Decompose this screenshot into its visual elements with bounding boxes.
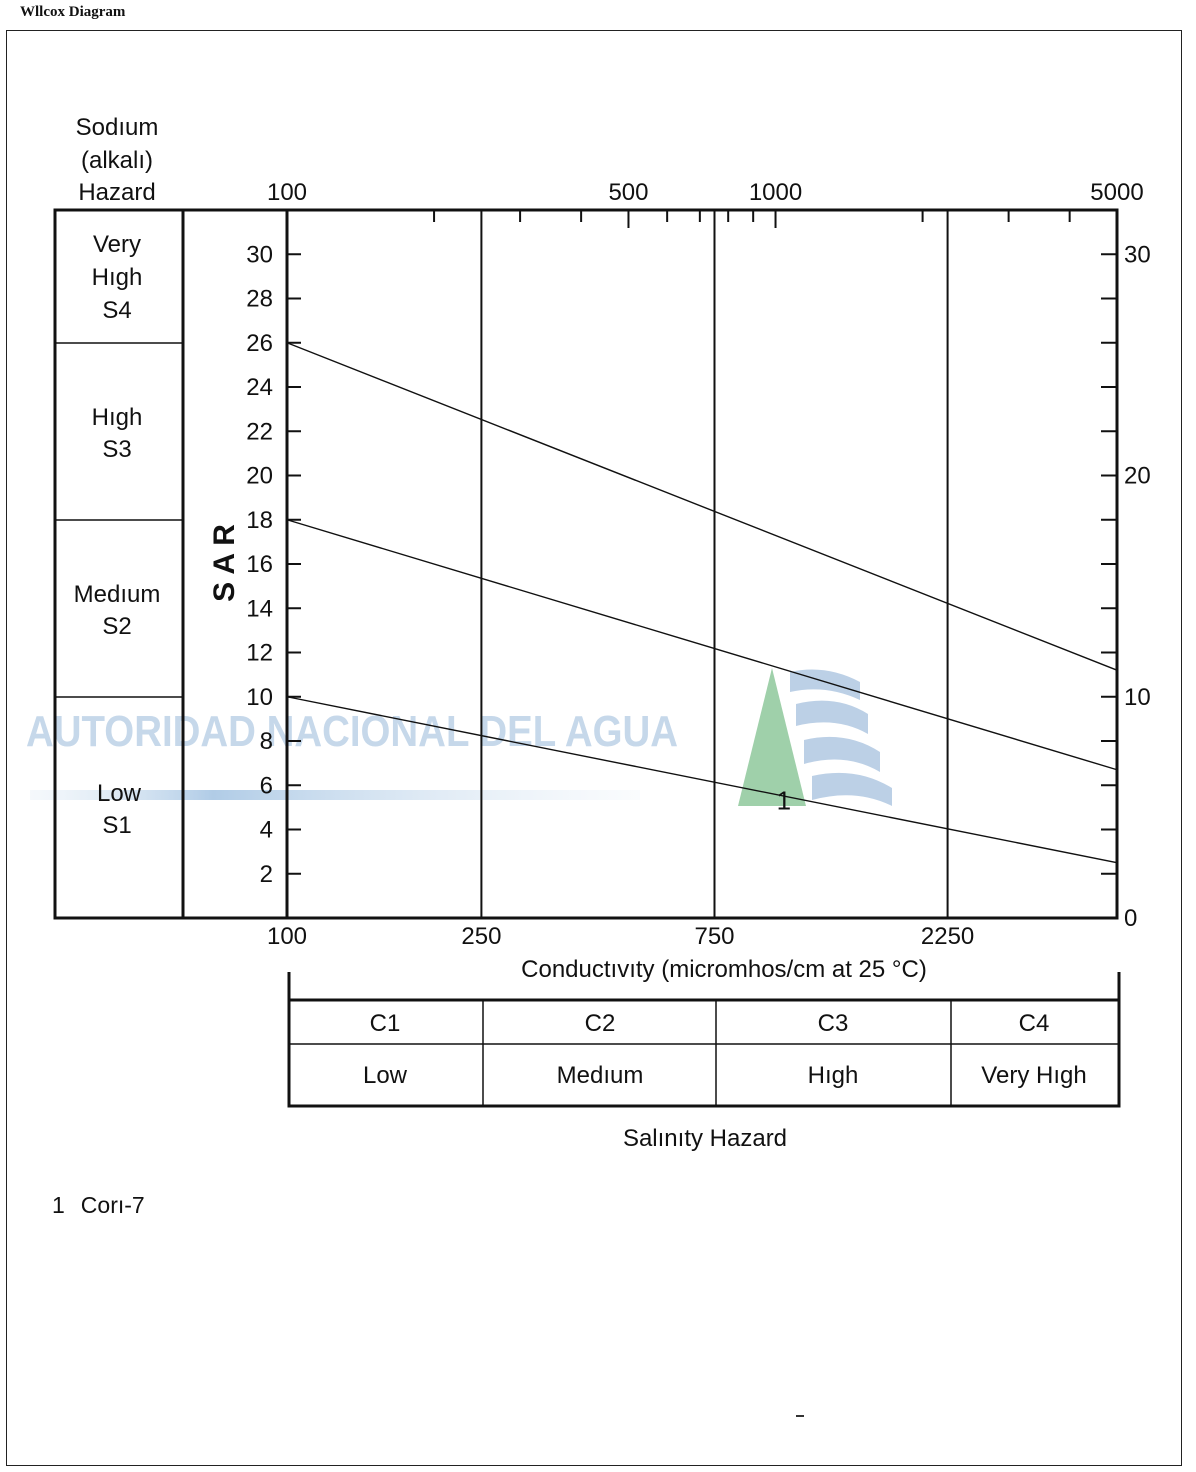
y-axis-label: S A R	[208, 524, 241, 602]
sodium-class-s4-line: Hıgh	[92, 264, 143, 291]
sodium-title-line: Hazard	[78, 179, 155, 206]
y-tick-label-left: 4	[260, 817, 273, 844]
y-tick-label-right: 30	[1124, 241, 1151, 268]
x-tick-label-bottom: 750	[694, 923, 734, 950]
legend-sample-name: Corı-7	[80, 1192, 145, 1218]
x-tick-label-bottom: 100	[267, 923, 307, 950]
sodium-class-s4-line: S4	[102, 297, 131, 324]
salinity-code-c2: C2	[585, 1010, 616, 1037]
y-tick-label-left: 6	[260, 772, 273, 799]
page-frame	[6, 30, 1182, 1466]
y-tick-label-left: 10	[246, 684, 273, 711]
sodium-class-s4-line: Very	[93, 231, 141, 258]
x-tick-label-top: 5000	[1090, 179, 1143, 206]
sodium-class-s3-line: Hıgh	[92, 404, 143, 431]
sodium-title-line: Sodıum	[76, 114, 159, 141]
sodium-boundary-line	[286, 342, 1118, 671]
sodium-class-s3-line: S3	[102, 436, 131, 463]
watermark-bar	[30, 790, 640, 800]
x-tick-label-bottom: 250	[461, 923, 501, 950]
x-axis-label: Conductıvıty (micromhos/cm at 25 °C)	[521, 956, 927, 983]
y-tick-label-left: 18	[246, 507, 273, 534]
sodium-class-s1-line: S1	[102, 812, 131, 839]
table-frame	[287, 998, 1121, 1108]
y-tick-label-left: 14	[246, 595, 273, 622]
salinity-caption: Salınıty Hazard	[623, 1125, 787, 1152]
salinity-code-c3: C3	[818, 1010, 849, 1037]
data-point-label: 1	[777, 786, 791, 816]
salinity-level-medium: Medıum	[557, 1062, 644, 1089]
x-tick-label-top: 1000	[749, 179, 802, 206]
salinity-level-very-high: Very Hıgh	[981, 1062, 1086, 1089]
sodium-title-line: (alkalı)	[81, 147, 153, 174]
watermark-logo-icon	[738, 668, 892, 806]
watermark: AUTORIDAD NACIONAL DEL AGUA	[26, 668, 892, 806]
sodium-class-s2-line: Medıum	[74, 581, 161, 608]
y-tick-label-right: 0	[1124, 905, 1137, 932]
y-tick-label-left: 2	[260, 861, 273, 888]
salinity-code-c4: C4	[1019, 1010, 1050, 1037]
y-tick-label-left: 24	[246, 374, 273, 401]
y-tick-label-left: 16	[246, 551, 273, 578]
y-tick-label-left: 26	[246, 330, 273, 357]
watermark-text: AUTORIDAD NACIONAL DEL AGUA	[26, 707, 678, 756]
salinity-code-c1: C1	[370, 1010, 401, 1037]
x-tick-label-top: 100	[267, 179, 307, 206]
y-tick-label-left: 20	[246, 463, 273, 490]
document-title: Wllcox Diagram	[20, 4, 126, 20]
salinity-level-high: Hıgh	[808, 1062, 859, 1089]
sodium-class-s2-line: S2	[102, 613, 131, 640]
salinity-hazard-table: C1 C2 C3 C4 Low Medıum Hıgh Very Hıgh Sa…	[287, 972, 1121, 1152]
sodium-boundary-line	[286, 696, 1118, 864]
sodium-class-s1-line: Low	[97, 780, 142, 807]
y-tick-label-left: 28	[246, 286, 273, 313]
y-tick-label-left: 22	[246, 418, 273, 445]
legend-number: 1	[52, 1192, 65, 1218]
y-tick-label-left: 8	[260, 728, 273, 755]
y-tick-label-right: 20	[1124, 463, 1151, 490]
x-tick-label-bottom: 2250	[921, 923, 974, 950]
plot-frame	[285, 208, 1119, 920]
salinity-level-low: Low	[363, 1062, 408, 1089]
x-tick-label-top: 500	[608, 179, 648, 206]
sample-legend: 1 Corı-7	[52, 1192, 161, 1219]
sodium-boundary-line	[286, 519, 1118, 771]
y-tick-label-left: 12	[246, 640, 273, 667]
y-tick-label-right: 10	[1124, 684, 1151, 711]
y-tick-label-left: 30	[246, 241, 273, 268]
